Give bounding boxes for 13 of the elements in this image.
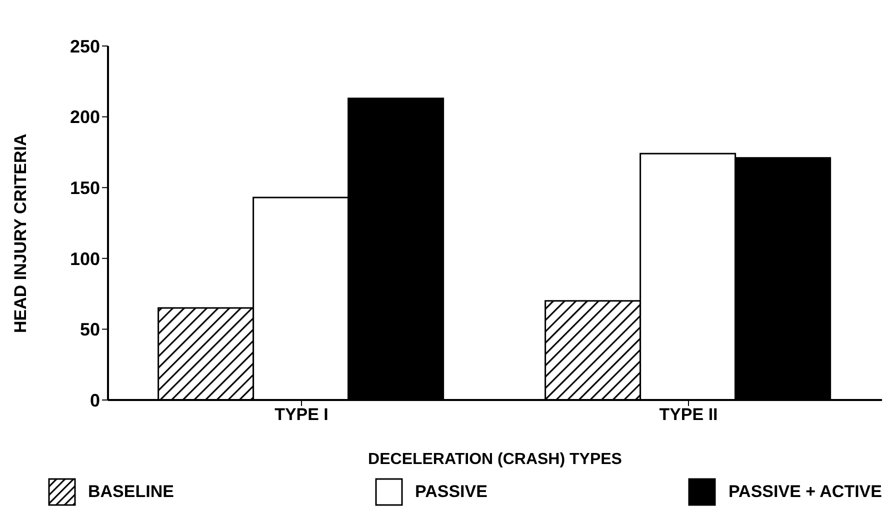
legend-label: BASELINE <box>88 482 174 502</box>
y-tick-label: 0 <box>90 390 100 410</box>
y-tick-label: 250 <box>70 36 100 56</box>
x-tick-label: TYPE I <box>274 405 328 424</box>
y-tick-label: 200 <box>70 107 100 128</box>
x-axis-title: DECELERATION (CRASH) TYPES <box>368 451 622 468</box>
y-tick-label: 100 <box>70 248 100 269</box>
x-tick-label: TYPE II <box>659 405 718 424</box>
y-tick-label: 50 <box>80 320 100 340</box>
y-tick-label: 150 <box>70 178 100 198</box>
y-axis-title: HEAD INJURY CRITERIA <box>11 134 30 333</box>
legend-label: PASSIVE + ACTIVE <box>728 482 882 502</box>
legend-label: PASSIVE <box>415 482 488 502</box>
